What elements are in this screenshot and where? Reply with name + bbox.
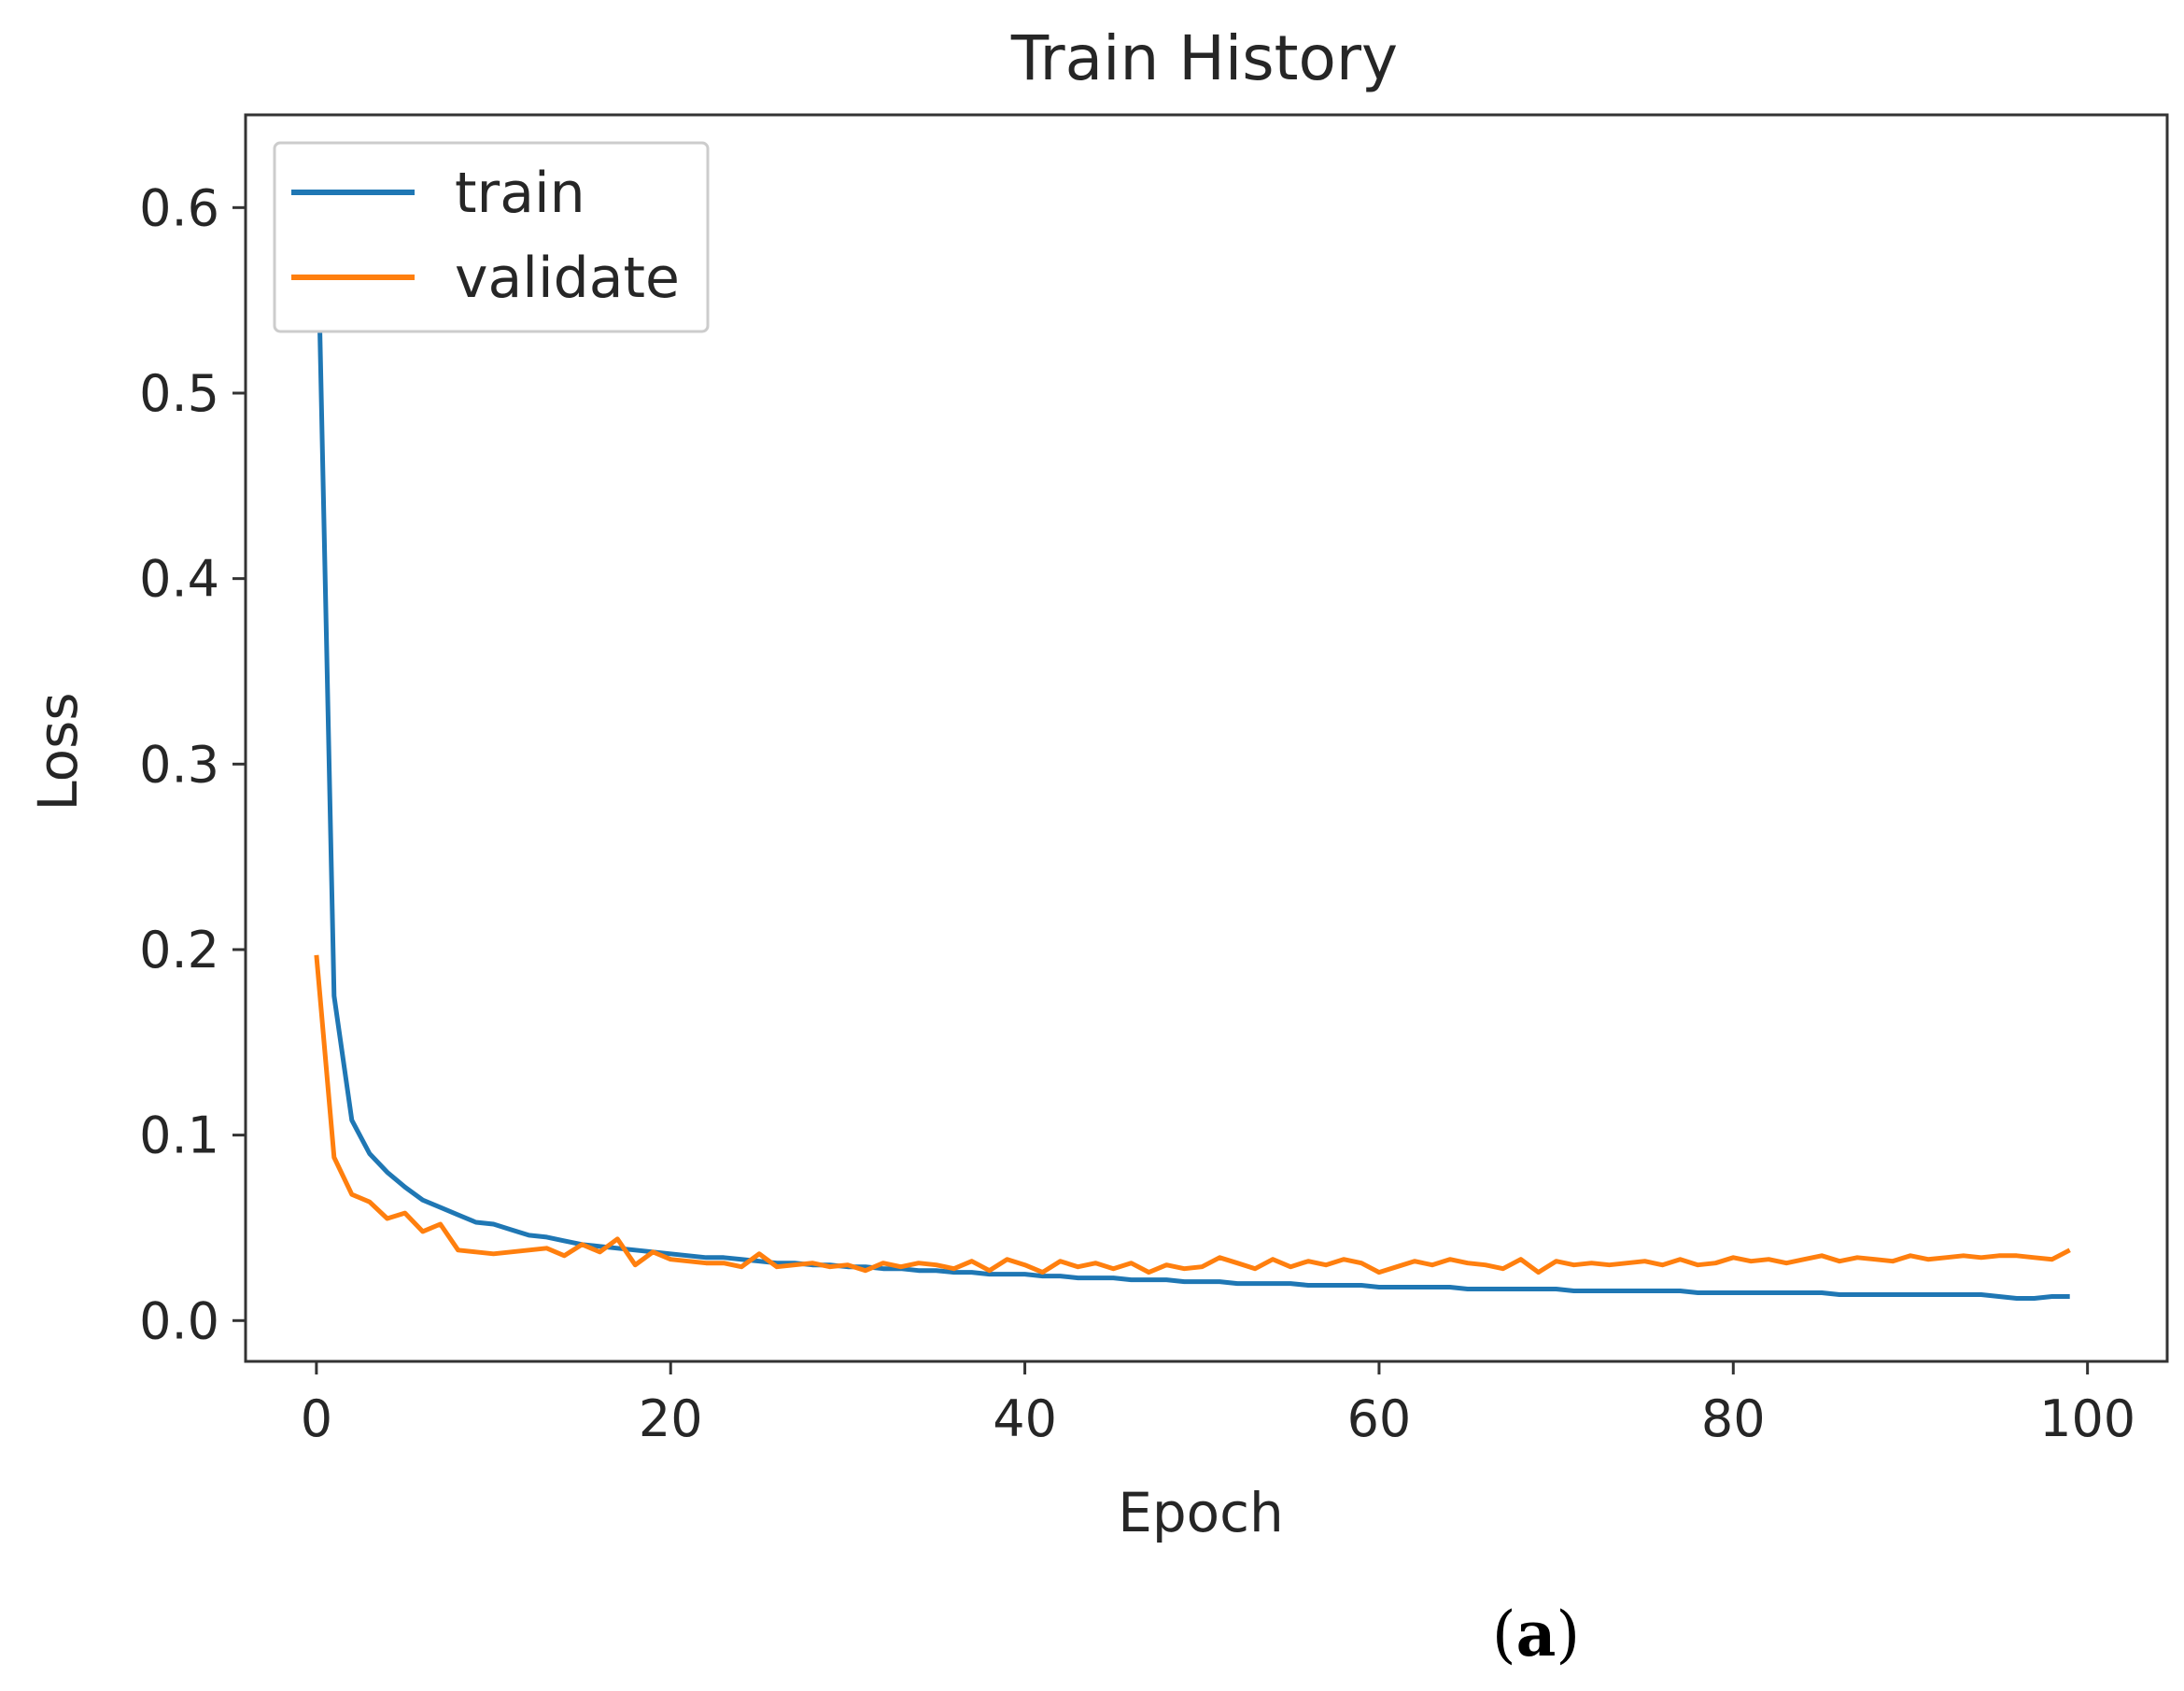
legend-label-validate: validate xyxy=(455,246,680,311)
y-tick-label: 0.1 xyxy=(139,1106,219,1165)
caption-close-paren: ) xyxy=(1556,1599,1580,1670)
y-tick-label: 0.6 xyxy=(139,178,219,237)
y-tick-label: 0.4 xyxy=(139,550,219,609)
x-tick-label: 0 xyxy=(301,1389,332,1448)
chart-title: Train History xyxy=(1010,22,1398,94)
series-layer xyxy=(314,170,2071,1301)
figure-caption: (a) xyxy=(1492,1598,1580,1670)
y-axis-label: Loss xyxy=(26,692,90,810)
y-tick-label: 0.5 xyxy=(139,364,219,423)
y-tick-label: 0.3 xyxy=(139,735,219,794)
caption-letter: a xyxy=(1516,1598,1557,1670)
x-tick-label: 60 xyxy=(1347,1389,1412,1448)
x-tick-label: 20 xyxy=(639,1389,703,1448)
legend: train validate xyxy=(273,141,710,333)
y-axis-ticks: 0.0 0.1 0.2 0.3 0.4 0.5 0.6 xyxy=(139,178,246,1350)
x-axis-ticks: 0 20 40 60 80 100 xyxy=(301,1361,2135,1448)
x-axis-label: Epoch xyxy=(1118,1481,1284,1544)
x-tick-label: 100 xyxy=(2039,1389,2135,1448)
y-tick-label: 0.2 xyxy=(139,921,219,979)
plot-frame xyxy=(244,113,2169,1363)
legend-label-train: train xyxy=(455,161,585,226)
series-line-validate xyxy=(314,954,2071,1275)
y-tick-label: 0.0 xyxy=(139,1291,219,1350)
caption-open-paren: ( xyxy=(1492,1599,1516,1670)
x-tick-label: 40 xyxy=(993,1389,1057,1448)
plot-area: 0 20 40 60 80 100 0.0 0.1 0.2 0.3 0.4 0.5 0.6 xyxy=(139,113,2169,1448)
x-tick-label: 80 xyxy=(1701,1389,1766,1448)
